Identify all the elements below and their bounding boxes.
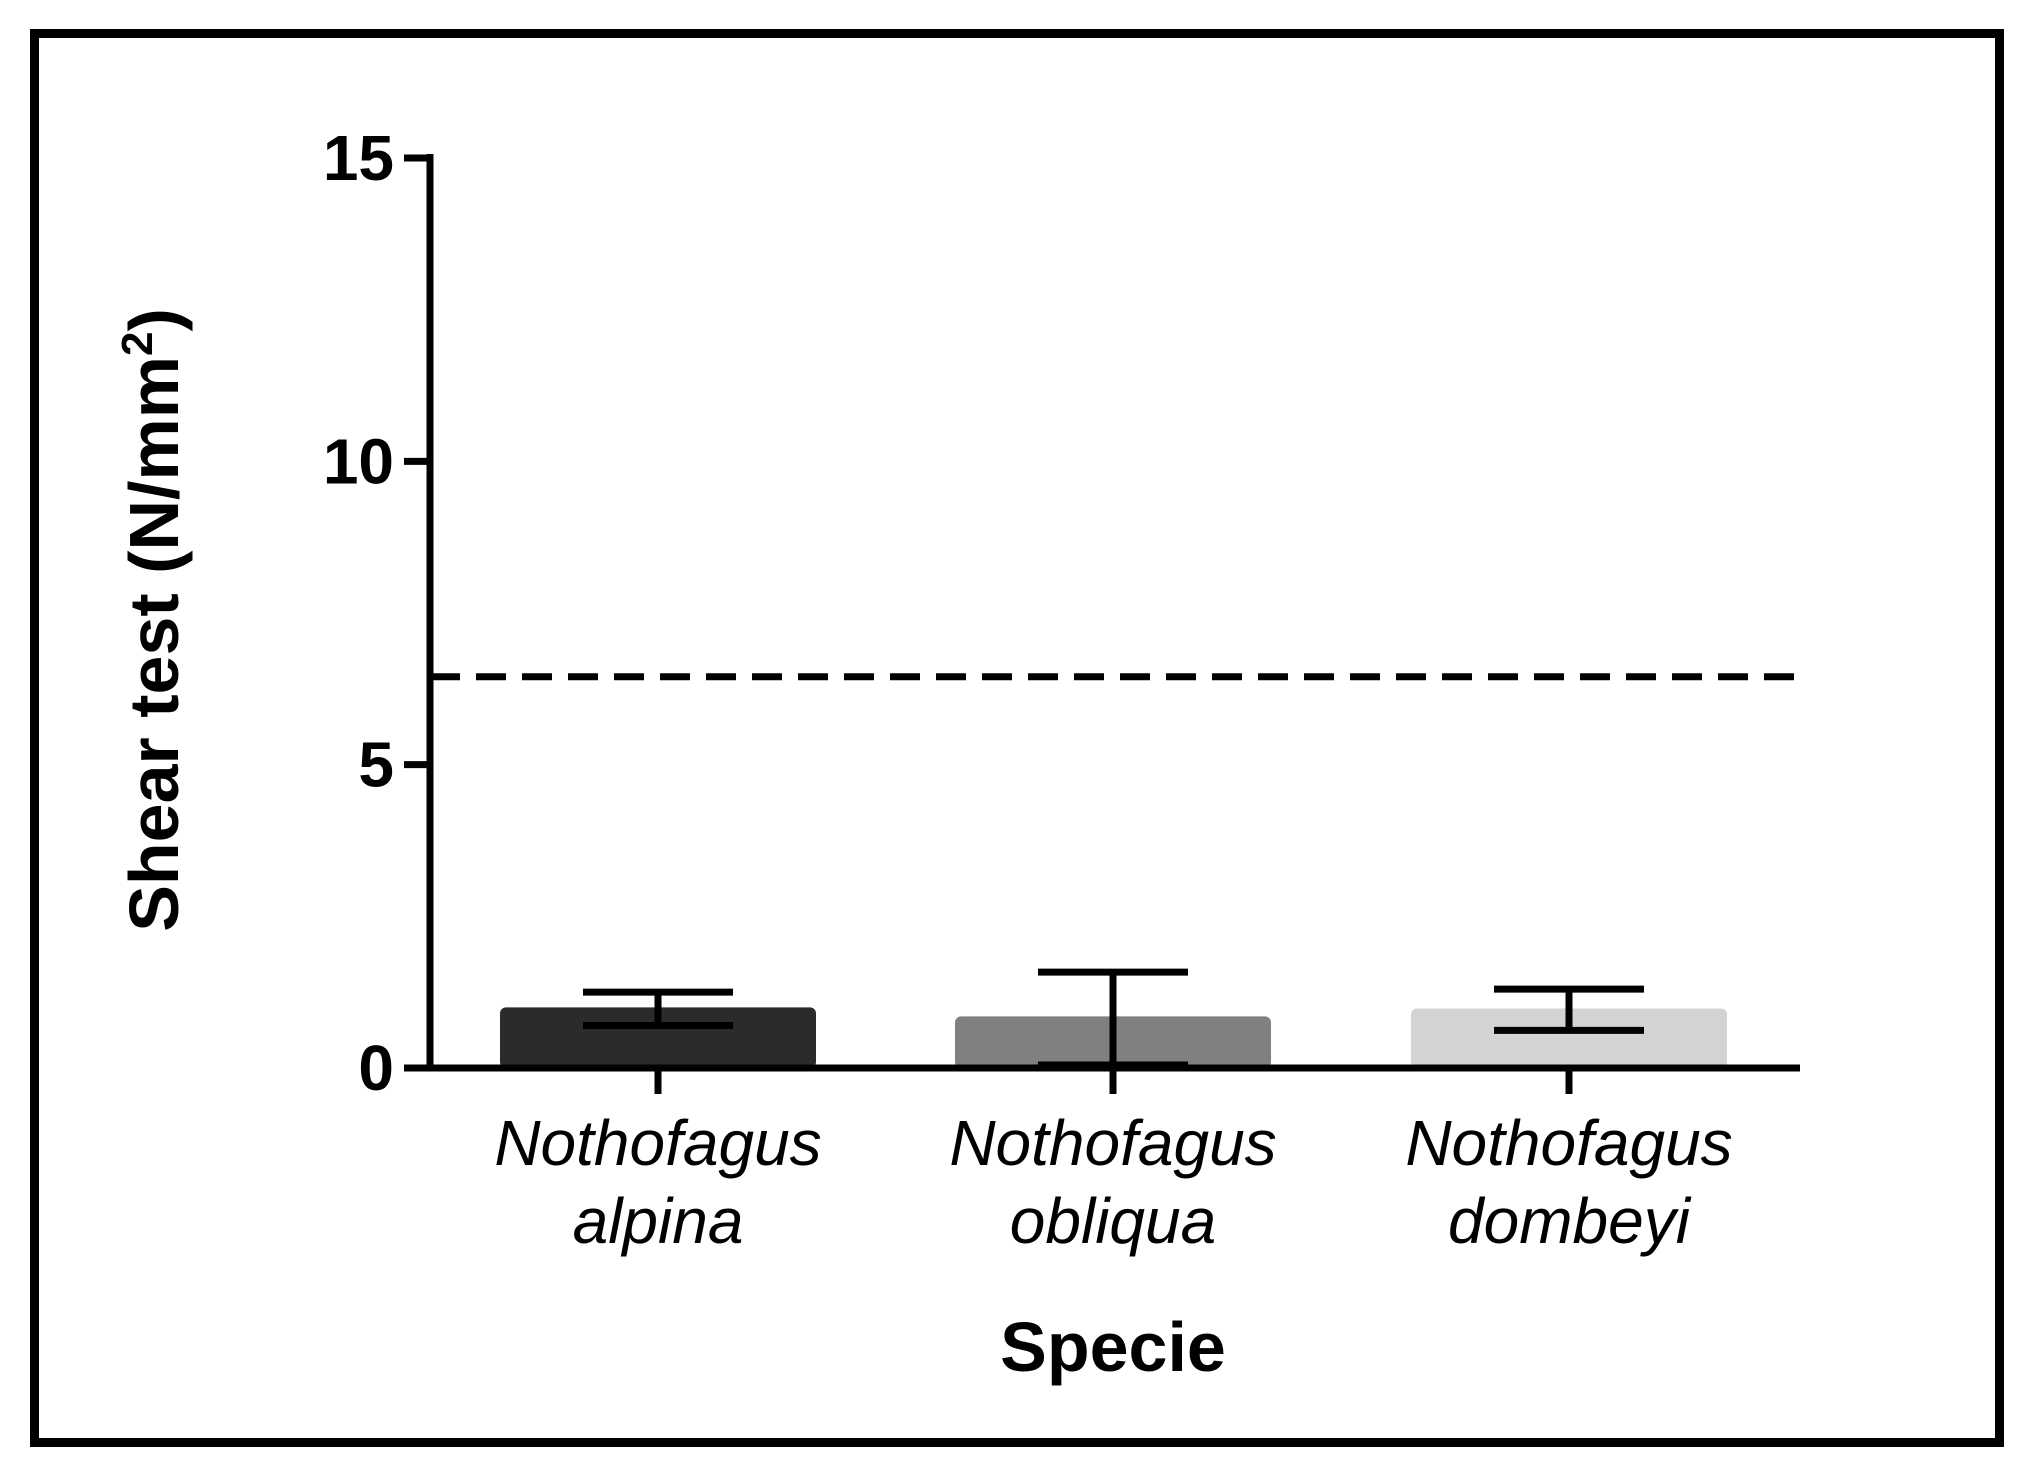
y-axis-title: Shear test (N/mm2) — [113, 308, 193, 932]
category-label-line1-3: Nothofagus — [1405, 1107, 1732, 1179]
axes-layer — [404, 154, 1800, 1094]
category-label-line2-2: obliqua — [1010, 1185, 1216, 1257]
y-tick-label-0: 0 — [358, 1032, 394, 1104]
bar-1 — [500, 1007, 816, 1068]
y-axis-title-main: Shear test (N/mm — [115, 356, 193, 932]
x-axis-title: Specie — [1000, 1308, 1226, 1386]
error-bars-layer — [583, 968, 1644, 1069]
category-label-line2-3: dombeyi — [1448, 1185, 1692, 1257]
category-label-line1-2: Nothofagus — [949, 1107, 1276, 1179]
chart-frame — [30, 29, 2004, 1447]
y-tick-label-15: 15 — [323, 122, 394, 194]
y-tick-label-5: 5 — [358, 729, 394, 801]
bar-3 — [1411, 1008, 1727, 1068]
y-axis-title-close: ) — [115, 308, 193, 331]
category-label-line2-1: alpina — [573, 1185, 744, 1257]
labels-layer: 051015NothofagusalpinaNothofagusobliquaN… — [323, 122, 1733, 1257]
category-label-line1-1: Nothofagus — [494, 1107, 821, 1179]
y-axis-title-superscript: 2 — [113, 332, 162, 356]
y-tick-label-10: 10 — [323, 425, 394, 497]
